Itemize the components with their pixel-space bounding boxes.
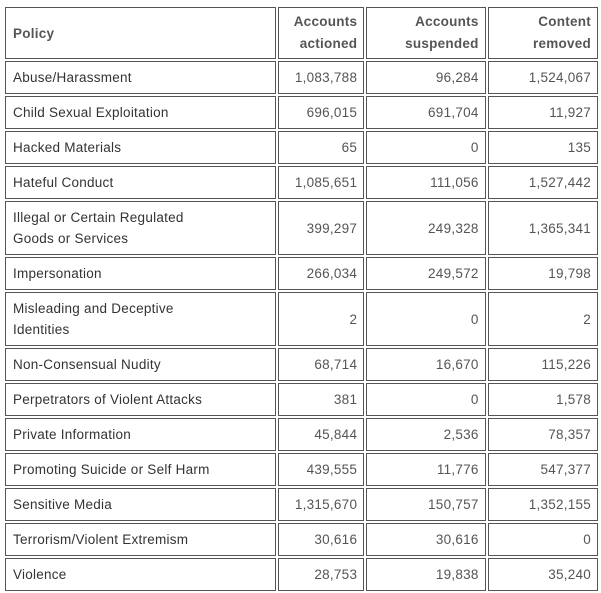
policy-cell: Private Information: [5, 418, 276, 451]
content-removed-cell: 1,352,155: [487, 488, 598, 521]
content-removed-cell: 35,240: [487, 558, 598, 591]
accounts-actioned-cell: 2: [277, 292, 365, 346]
accounts-suspended-cell: 0: [366, 131, 486, 164]
table-row: Non-Consensual Nudity 68,714 16,670 115,…: [5, 348, 598, 381]
policy-cell: Terrorism/Violent Extremism: [5, 523, 276, 556]
content-removed-cell: 115,226: [487, 348, 598, 381]
accounts-suspended-cell: 30,616: [366, 523, 486, 556]
accounts-suspended-cell: 691,704: [366, 96, 486, 129]
content-removed-cell: 11,927: [487, 96, 598, 129]
header-policy: Policy: [5, 7, 276, 59]
accounts-actioned-cell: 1,083,788: [277, 61, 365, 94]
policy-line1: Misleading and Deceptive: [13, 301, 174, 316]
policy-cell: Hateful Conduct: [5, 166, 276, 199]
policy-line2: Identities: [13, 322, 70, 337]
accounts-suspended-cell: 19,838: [366, 558, 486, 591]
accounts-suspended-cell: 150,757: [366, 488, 486, 521]
accounts-actioned-cell: 381: [277, 383, 365, 416]
policy-cell: Perpetrators of Violent Attacks: [5, 383, 276, 416]
accounts-suspended-cell: 249,328: [366, 201, 486, 255]
policy-cell: Sensitive Media: [5, 488, 276, 521]
policy-enforcement-table: Policy Accounts actioned Accounts suspende…: [3, 5, 600, 593]
accounts-actioned-cell: 45,844: [277, 418, 365, 451]
accounts-actioned-cell: 696,015: [277, 96, 365, 129]
header-accounts-actioned: Accounts actioned: [277, 7, 365, 59]
policy-table-container: Policy Accounts actioned Accounts suspende…: [3, 5, 600, 593]
table-row: Child Sexual Exploitation 696,015 691,70…: [5, 96, 598, 129]
header-actioned-line2: actioned: [299, 36, 358, 51]
table-row: Hacked Materials 65 0 135: [5, 131, 598, 164]
header-removed-line1: Content: [538, 14, 591, 29]
header-suspended-line2: suspended: [405, 36, 479, 51]
policy-cell: Abuse/Harassment: [5, 61, 276, 94]
content-removed-cell: 2: [487, 292, 598, 346]
table-row: Perpetrators of Violent Attacks 381 0 1,…: [5, 383, 598, 416]
header-suspended-line1: Accounts: [415, 14, 479, 29]
table-row: Sensitive Media 1,315,670 150,757 1,352,…: [5, 488, 598, 521]
accounts-suspended-cell: 249,572: [366, 257, 486, 290]
accounts-actioned-cell: 28,753: [277, 558, 365, 591]
content-removed-cell: 1,524,067: [487, 61, 598, 94]
table-row: Misleading and Deceptive Identities 2 0 2: [5, 292, 598, 346]
policy-cell: Misleading and Deceptive Identities: [5, 292, 276, 346]
table-row: Impersonation 266,034 249,572 19,798: [5, 257, 598, 290]
policy-cell: Illegal or Certain Regulated Goods or Ser…: [5, 201, 276, 255]
table-row: Illegal or Certain Regulated Goods or Ser…: [5, 201, 598, 255]
header-content-removed: Content removed: [487, 7, 598, 59]
table-header-row: Policy Accounts actioned Accounts suspende…: [5, 7, 598, 59]
content-removed-cell: 1,527,442: [487, 166, 598, 199]
accounts-actioned-cell: 1,085,651: [277, 166, 365, 199]
accounts-actioned-cell: 65: [277, 131, 365, 164]
accounts-actioned-cell: 68,714: [277, 348, 365, 381]
table-row: Private Information 45,844 2,536 78,357: [5, 418, 598, 451]
accounts-actioned-cell: 439,555: [277, 453, 365, 486]
content-removed-cell: 135: [487, 131, 598, 164]
policy-cell: Impersonation: [5, 257, 276, 290]
content-removed-cell: 78,357: [487, 418, 598, 451]
header-accounts-suspended: Accounts suspended: [366, 7, 486, 59]
content-removed-cell: 1,365,341: [487, 201, 598, 255]
table-row: Abuse/Harassment 1,083,788 96,284 1,524,…: [5, 61, 598, 94]
header-actioned-line1: Accounts: [293, 14, 358, 29]
accounts-suspended-cell: 16,670: [366, 348, 486, 381]
content-removed-cell: 1,578: [487, 383, 598, 416]
policy-line1: Illegal or Certain Regulated: [13, 210, 184, 225]
policy-line2: Goods or Services: [13, 231, 129, 246]
policy-cell: Promoting Suicide or Self Harm: [5, 453, 276, 486]
accounts-suspended-cell: 2,536: [366, 418, 486, 451]
content-removed-cell: 547,377: [487, 453, 598, 486]
table-row: Promoting Suicide or Self Harm 439,555 1…: [5, 453, 598, 486]
accounts-suspended-cell: 111,056: [366, 166, 486, 199]
accounts-actioned-cell: 399,297: [277, 201, 365, 255]
accounts-actioned-cell: 30,616: [277, 523, 365, 556]
accounts-suspended-cell: 0: [366, 292, 486, 346]
content-removed-cell: 0: [487, 523, 598, 556]
header-policy-label: Policy: [13, 25, 55, 41]
policy-cell: Hacked Materials: [5, 131, 276, 164]
accounts-suspended-cell: 96,284: [366, 61, 486, 94]
table-row: Terrorism/Violent Extremism 30,616 30,61…: [5, 523, 598, 556]
table-row: Violence 28,753 19,838 35,240: [5, 558, 598, 591]
table-row: Hateful Conduct 1,085,651 111,056 1,527,…: [5, 166, 598, 199]
accounts-actioned-cell: 1,315,670: [277, 488, 365, 521]
policy-cell: Child Sexual Exploitation: [5, 96, 276, 129]
policy-cell: Violence: [5, 558, 276, 591]
policy-cell: Non-Consensual Nudity: [5, 348, 276, 381]
header-removed-line2: removed: [532, 36, 591, 51]
accounts-suspended-cell: 0: [366, 383, 486, 416]
accounts-actioned-cell: 266,034: [277, 257, 365, 290]
content-removed-cell: 19,798: [487, 257, 598, 290]
accounts-suspended-cell: 11,776: [366, 453, 486, 486]
